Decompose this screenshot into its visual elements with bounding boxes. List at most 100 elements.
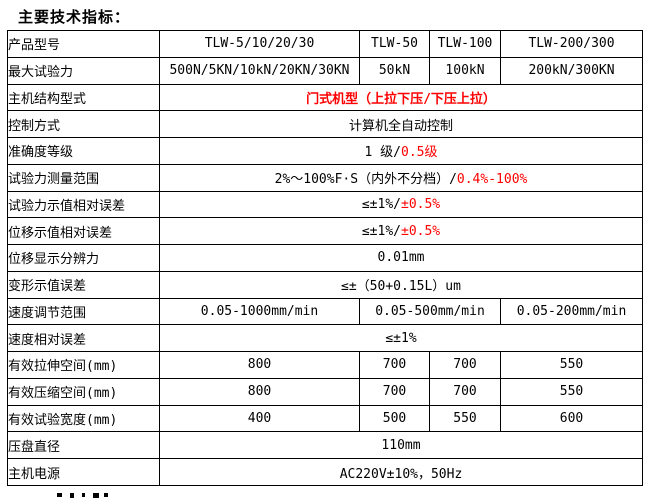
spec-value-cell: 550	[429, 404, 501, 433]
value-text: TLW-5/10/20/30	[204, 36, 315, 52]
spec-label-cell: 主机电源	[7, 458, 160, 486]
table-row: 试验力测量范围 2%～100%F·S（内外不分档）/0.4%-100%	[7, 163, 643, 192]
spec-label-cell: 压盘直径	[7, 431, 160, 459]
spec-label-cell: 产品型号	[7, 30, 160, 58]
page-title: 主要技术指标：	[18, 8, 131, 26]
spec-label-cell: 速度调节范围	[7, 297, 160, 326]
table-row: 主机结构型式 门式机型（上拉下压/下压上拉）	[7, 83, 643, 112]
value-text: 0.05-200mm/min	[516, 303, 627, 319]
spec-value-cell: ≤±1%/±0.5%	[159, 190, 643, 219]
spec-label-cell: 控制方式	[7, 110, 160, 138]
value-text: 700	[382, 384, 407, 400]
spec-label-cell: 试验力测量范围	[7, 163, 160, 192]
spec-value-cell: 700	[429, 377, 501, 406]
value-text: 550	[559, 384, 584, 400]
value-text: ≤±（50+0.15L）um	[341, 279, 461, 295]
table-row: 速度相对误差 ≤±1%	[7, 324, 643, 352]
spec-value-cell: 800	[159, 351, 360, 379]
spec-value-cell: 800	[159, 377, 360, 406]
spec-value-cell: 400	[159, 404, 360, 433]
table-row: 主机电源 AC220V±10%，50Hz	[7, 458, 643, 486]
spec-table: 产品型号 TLW-5/10/20/30 TLW-50 TLW-100 TLW-200/3…	[7, 30, 643, 486]
spec-label-cell: 主机结构型式	[7, 83, 160, 112]
table-row: 有效拉伸空间(mm) 800 700 700 550	[7, 351, 643, 379]
spec-value-cell: 110mm	[159, 431, 643, 459]
value-text: 800	[247, 357, 272, 373]
table-row: 有效试验宽度(mm) 400 500 550 600	[7, 404, 643, 433]
spec-value-cell: 0.05-500mm/min	[359, 297, 501, 326]
spec-label-cell: 有效压缩空间(mm)	[7, 377, 160, 406]
value-text: 500	[382, 410, 407, 426]
spec-label-cell: 有效试验宽度(mm)	[7, 404, 160, 433]
spec-value-cell: TLW-5/10/20/30	[159, 30, 360, 58]
table-row: 试验力示值相对误差 ≤±1%/±0.5%	[7, 190, 643, 219]
spec-value-cell: 门式机型（上拉下压/下压上拉）	[159, 83, 643, 112]
table-row: 准确度等级 1 级/0.5级	[7, 137, 643, 165]
spec-label-cell: 试验力示值相对误差	[7, 190, 160, 219]
value-text: 门式机型（上拉下压/下压上拉）	[306, 91, 496, 107]
spec-value-cell: ≤±（50+0.15L）um	[159, 270, 643, 299]
value-text: 500N/5KN/10kN/20KN/30KN	[169, 63, 350, 79]
clipped-next-line-text-fragment	[57, 493, 127, 498]
value-text: 计算机全自动控制	[348, 118, 453, 134]
value-text: ≤±1%	[385, 330, 417, 346]
spec-value-cell: 计算机全自动控制	[159, 110, 643, 138]
table-row: 控制方式 计算机全自动控制	[7, 110, 643, 138]
spec-value-cell: 500N/5KN/10kN/20KN/30KN	[159, 56, 360, 85]
spec-value-cell: 600	[500, 404, 643, 433]
spec-value-cell: 500	[359, 404, 430, 433]
value-text: 2%～100%F·S（内外不分档）/	[274, 172, 457, 188]
spec-value-cell: 0.05-200mm/min	[500, 297, 643, 326]
value-text: 600	[559, 410, 584, 426]
spec-value-cell: 2%～100%F·S（内外不分档）/0.4%-100%	[159, 163, 643, 192]
value-text: 550	[453, 410, 477, 426]
spec-label-cell: 有效拉伸空间(mm)	[7, 351, 160, 379]
value-text: ≤±1%/	[361, 196, 401, 212]
spec-value-cell: 100kN	[429, 56, 501, 85]
value-text: AC220V±10%，50Hz	[339, 466, 463, 482]
value-text: 550	[559, 357, 584, 373]
value-text: 100kN	[445, 63, 485, 79]
spec-value-cell: 50kN	[359, 56, 430, 85]
spec-value-cell: ≤±1%/±0.5%	[159, 217, 643, 245]
value-text: 700	[453, 384, 477, 400]
value-text: 0.05-1000mm/min	[200, 303, 319, 319]
table-row: 位移显示分辨力 0.01mm	[7, 244, 643, 272]
value-text: 110mm	[381, 437, 421, 453]
value-text: ≤±1%/	[361, 223, 401, 239]
spec-value-cell: 200kN/300KN	[500, 56, 643, 85]
spec-label-cell: 位移显示分辨力	[7, 244, 160, 272]
spec-label-cell: 速度相对误差	[7, 324, 160, 352]
spec-table-body: 产品型号 TLW-5/10/20/30 TLW-50 TLW-100 TLW-200/3…	[7, 30, 643, 486]
spec-value-cell: TLW-200/300	[500, 30, 643, 58]
spec-label-cell: 最大试验力	[7, 56, 160, 85]
spec-value-cell: 1 级/0.5级	[159, 137, 643, 165]
spec-value-cell: TLW-50	[359, 30, 430, 58]
table-row: 压盘直径 110mm	[7, 431, 643, 459]
value-text: TLW-50	[371, 36, 418, 52]
spec-value-cell: TLW-100	[429, 30, 501, 58]
table-row: 位移示值相对误差 ≤±1%/±0.5%	[7, 217, 643, 245]
table-row: 产品型号 TLW-5/10/20/30 TLW-50 TLW-100 TLW-200/3…	[7, 30, 643, 58]
spec-value-cell: 700	[359, 377, 430, 406]
value-text: 200kN/300KN	[528, 63, 615, 79]
value-text: 0.05-500mm/min	[375, 303, 485, 319]
table-row: 变形示值误差 ≤±（50+0.15L）um	[7, 270, 643, 299]
value-text: 0.4%-100%	[456, 172, 528, 188]
value-text: 50kN	[378, 63, 411, 79]
value-text: 400	[247, 410, 272, 426]
value-text: 800	[247, 384, 272, 400]
spec-label-cell: 变形示值误差	[7, 270, 160, 299]
table-row: 有效压缩空间(mm) 800 700 700 550	[7, 377, 643, 406]
table-row: 速度调节范围 0.05-1000mm/min 0.05-500mm/min 0.05-…	[7, 297, 643, 326]
spec-label-cell: 准确度等级	[7, 137, 160, 165]
spec-value-cell: ≤±1%	[159, 324, 643, 352]
value-text: 700	[382, 357, 407, 373]
spec-value-cell: 0.05-1000mm/min	[159, 297, 360, 326]
spec-label-cell: 位移示值相对误差	[7, 217, 160, 245]
value-text: TLW-100	[437, 36, 493, 52]
value-text: 0.5级	[401, 145, 438, 161]
value-text: 700	[453, 357, 477, 373]
value-text: ±0.5%	[401, 196, 441, 212]
spec-value-cell: 0.01mm	[159, 244, 643, 272]
